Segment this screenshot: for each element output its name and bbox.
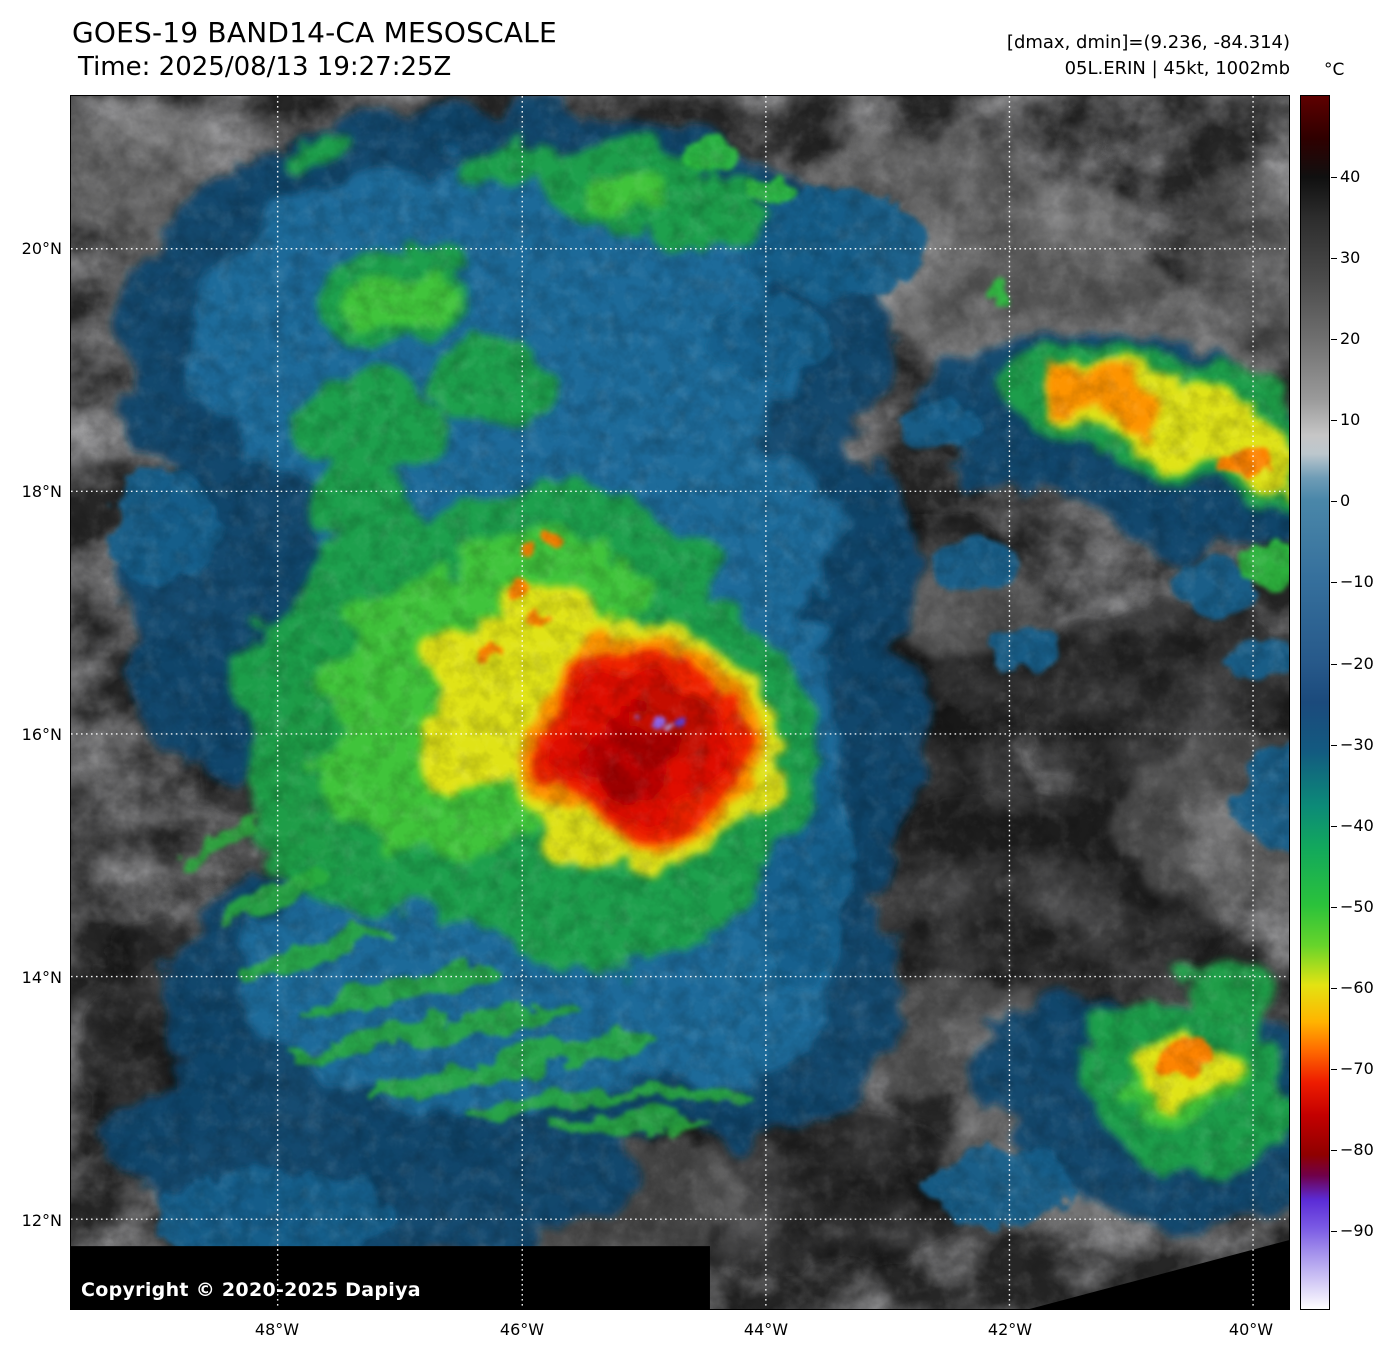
satellite-imagery (71, 96, 1289, 1309)
lat-label-16n: 16°N (21, 725, 62, 744)
dmax-dmin-readout: [dmax, dmin]=(9.236, -84.314) (1006, 32, 1290, 53)
lat-label-12n: 12°N (21, 1211, 62, 1230)
figure-time: Time: 2025/08/13 19:27:25Z (78, 52, 452, 82)
colorbar-tick-m60: −60 (1331, 978, 1374, 997)
colorbar-tick-m30: −30 (1331, 735, 1374, 754)
colorbar-tick-m70: −70 (1331, 1059, 1374, 1078)
colorbar (1300, 95, 1330, 1310)
copyright-label: Copyright © 2020-2025 Dapiya (81, 1279, 421, 1301)
colorbar-tick-0: 0 (1330, 491, 1351, 510)
satellite-map: Copyright © 2020-2025 Dapiya (70, 95, 1290, 1310)
lon-label-44w: 44°W (743, 1320, 789, 1339)
info-block: [dmax, dmin]=(9.236, -84.314) 05L.ERIN |… (1007, 30, 1290, 82)
lat-label-20n: 20°N (21, 239, 62, 258)
lon-label-40w: 40°W (1228, 1320, 1274, 1339)
colorbar-tick-m40: −40 (1331, 816, 1374, 835)
graticule (71, 96, 1289, 1309)
colorbar-tick-m10: −10 (1331, 572, 1374, 591)
colorbar-tick-10: 10 (1330, 410, 1361, 429)
lon-label-46w: 46°W (499, 1320, 545, 1339)
figure-title: GOES-19 BAND14-CA MESOSCALE (72, 16, 557, 49)
colorbar-tick-m50: −50 (1331, 897, 1374, 916)
lat-label-14n: 14°N (21, 968, 62, 987)
colorbar-tick-m20: −20 (1331, 654, 1374, 673)
grain-dark (71, 96, 1289, 1309)
colorbar-unit-label: °C (1324, 60, 1345, 80)
colorbar-tick-40: 40 (1330, 167, 1361, 186)
colorbar-tick-m80: −80 (1331, 1140, 1374, 1159)
title-block: GOES-19 BAND14-CA MESOSCALE Time: 2025/0… (72, 14, 557, 84)
storm-readout: 05L.ERIN | 45kt, 1002mb (1064, 58, 1290, 79)
lon-label-48w: 48°W (254, 1320, 300, 1339)
colorbar-tick-30: 30 (1330, 248, 1361, 267)
lon-label-42w: 42°W (987, 1320, 1033, 1339)
colorbar-tick-20: 20 (1330, 329, 1361, 348)
lat-label-18n: 18°N (21, 482, 62, 501)
colorbar-tick-m90: −90 (1331, 1221, 1374, 1240)
